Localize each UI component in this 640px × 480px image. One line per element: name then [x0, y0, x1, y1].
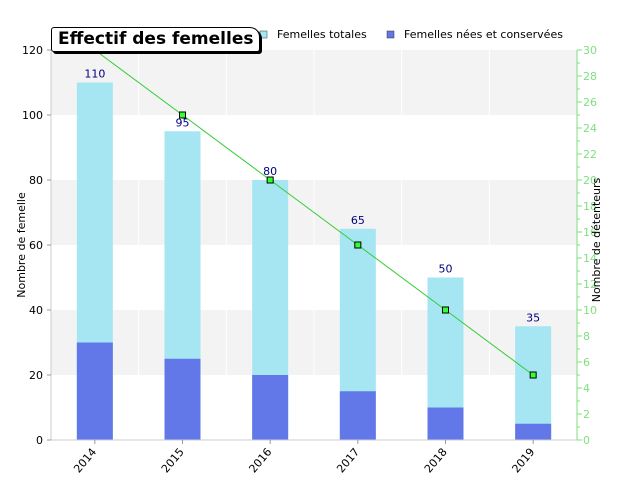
y-tick-label-left: 100 — [22, 109, 43, 122]
y-tick-label-left: 20 — [29, 369, 43, 382]
y-tick-label-right: 30 — [583, 44, 597, 57]
y-tick-label-left: 60 — [29, 239, 43, 252]
x-tick-label: 2018 — [422, 446, 450, 476]
line-marker — [354, 241, 362, 249]
x-tick-label: 2015 — [159, 446, 187, 476]
bar-femelles-conservees — [515, 423, 552, 440]
y-tick-label-left: 80 — [29, 174, 43, 187]
data-label: 95 — [176, 116, 190, 129]
y-tick-label-right: 26 — [583, 96, 597, 109]
y-tick-label-left: 0 — [36, 434, 43, 447]
line-marker — [179, 111, 186, 119]
x-tick-label: 2017 — [334, 446, 362, 476]
legend-label-conservees: Femelles nées et conservées — [404, 28, 563, 41]
y-tick-label-right: 4 — [583, 382, 590, 395]
legend-label-totales: Femelles totales — [277, 28, 367, 41]
legend-swatch-conservees — [386, 30, 395, 39]
x-tick-label: 2016 — [247, 446, 275, 476]
y-tick-label-right: 14 — [583, 252, 597, 265]
y-tick-label-right: 24 — [583, 122, 597, 135]
line-series — [94, 49, 534, 376]
bar-femelles-conservees — [164, 358, 201, 440]
y-tick-label-right: 0 — [583, 434, 590, 447]
bar-femelles-conservees — [76, 342, 113, 440]
y-axis-title-right: Nombre de détenteurs — [590, 177, 603, 302]
y-tick-label-right: 28 — [583, 70, 597, 83]
bar-femelles-conservees — [339, 391, 376, 440]
x-tick-label: 2014 — [71, 446, 99, 476]
line-marker — [442, 306, 449, 314]
y-tick-label-right: 20 — [583, 174, 597, 187]
y-tick-label-left: 120 — [22, 44, 43, 57]
chart-title: Effectif des femelles — [51, 27, 261, 52]
y-tick-label-left: 40 — [29, 304, 43, 317]
bar-femelles-conservees — [252, 375, 289, 440]
x-tick-label: 2019 — [510, 446, 538, 476]
y-tick-label-right: 8 — [583, 330, 590, 343]
data-label: 50 — [439, 263, 453, 276]
y-tick-label-right: 16 — [583, 226, 597, 239]
data-label: 65 — [351, 214, 365, 227]
y-tick-label-right: 2 — [583, 408, 590, 421]
bar-femelles-totales — [515, 326, 552, 440]
y-tick-label-right: 10 — [583, 304, 597, 317]
legend-swatch-totales — [259, 30, 268, 39]
data-label: 110 — [84, 68, 105, 81]
y-tick-label-right: 22 — [583, 148, 597, 161]
y-tick-label-right: 12 — [583, 278, 597, 291]
data-label: 80 — [263, 165, 277, 178]
line-marker — [529, 371, 537, 379]
bar-femelles-conservees — [427, 407, 464, 440]
y-tick-label-right: 6 — [583, 356, 590, 369]
y-axis-title-left: Nombre de femelle — [15, 192, 28, 298]
line-marker — [266, 176, 274, 184]
y-tick-label-right: 18 — [583, 200, 597, 213]
data-label: 35 — [526, 311, 540, 324]
